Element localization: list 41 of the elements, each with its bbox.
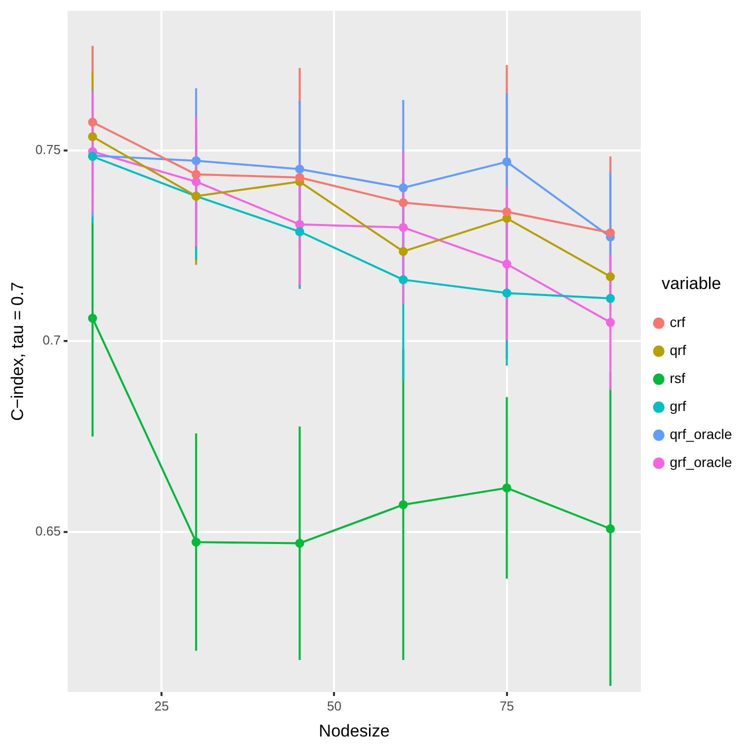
point	[192, 156, 201, 166]
point	[502, 157, 512, 166]
point	[88, 118, 98, 127]
legend-label: qrf_oracle	[670, 426, 732, 442]
legend-label: crf	[670, 314, 686, 330]
legend-label: grf_oracle	[670, 454, 732, 470]
point	[192, 170, 201, 179]
point	[295, 172, 304, 182]
point	[606, 228, 615, 238]
point	[502, 288, 512, 298]
point	[192, 538, 201, 547]
point	[88, 132, 98, 142]
point	[398, 183, 408, 192]
legend-title: variable	[662, 274, 722, 293]
point	[502, 207, 512, 216]
point	[502, 260, 512, 269]
point	[398, 198, 408, 208]
legend-label: grf	[670, 398, 686, 414]
point	[398, 246, 408, 256]
point	[398, 500, 408, 510]
y-tick-label: 0.75	[35, 142, 61, 157]
y-tick-label: 0.7	[42, 332, 61, 348]
x-tick-label: 50	[326, 698, 342, 714]
y-axis-title: C−index, tau = 0.7	[8, 282, 27, 421]
x-axis-title: Nodesize	[318, 721, 390, 740]
point	[398, 275, 408, 284]
point	[606, 294, 615, 303]
point	[295, 227, 304, 236]
point	[606, 318, 615, 327]
point	[606, 272, 615, 282]
point	[295, 164, 304, 174]
point	[295, 538, 304, 548]
point	[88, 314, 98, 323]
y-tick-label: 0.65	[35, 523, 61, 538]
x-tick-label: 75	[500, 698, 514, 714]
point	[398, 222, 408, 232]
legend-label: qrf	[670, 342, 686, 358]
x-tick-label: 25	[154, 698, 169, 714]
point	[502, 483, 512, 492]
point	[606, 524, 615, 534]
legend-label: rsf	[670, 370, 686, 386]
